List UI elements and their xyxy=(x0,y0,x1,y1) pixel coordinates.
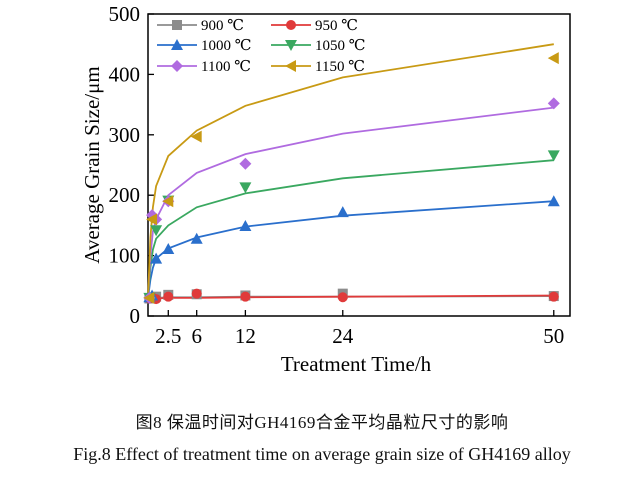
figure-caption-english: Fig.8 Effect of treatment time on averag… xyxy=(73,444,571,464)
data-point-series-4 xyxy=(239,182,252,194)
y-axis: 0 100 200 300 400 500 xyxy=(109,2,154,328)
data-point-series-2 xyxy=(337,292,348,303)
fit-line-series-3 xyxy=(147,200,554,299)
x-tick-label: 2.5 xyxy=(155,324,181,348)
data-point-series-6 xyxy=(547,52,559,65)
x-tick-label: 50 xyxy=(543,324,564,348)
legend-marker-series-1 xyxy=(172,20,182,30)
y-tick-label: 200 xyxy=(109,183,141,207)
legend: 900 ℃ 950 ℃ 1000 ℃ 1050 ℃ 1100 ℃ 1150 ℃ xyxy=(157,18,366,75)
data-point-series-6 xyxy=(143,291,155,304)
data-point-series-3 xyxy=(150,252,163,264)
data-point-series-4 xyxy=(150,225,163,237)
data-point-series-5 xyxy=(239,157,252,170)
fit-line-series-2 xyxy=(147,294,554,300)
x-tick-label: 6 xyxy=(191,324,202,348)
y-tick-label: 400 xyxy=(109,62,141,86)
data-point-series-5 xyxy=(547,97,560,110)
legend-label-series-3: 1000 ℃ xyxy=(201,38,252,54)
data-point-series-6 xyxy=(146,213,158,226)
data-point-series-4 xyxy=(547,150,560,162)
legend-marker-series-3 xyxy=(171,39,183,50)
legend-label-series-1: 900 ℃ xyxy=(201,18,244,34)
plot-frame xyxy=(147,13,571,317)
figure-caption-chinese: 图8 保温时间对GH4169合金平均晶粒尺寸的影响 xyxy=(135,413,509,432)
data-point-series-6 xyxy=(162,195,174,208)
y-axis-label: Average Grain Size/μm xyxy=(80,66,104,263)
legend-label-series-6: 1150 ℃ xyxy=(315,59,365,75)
legend-label-series-5: 1100 ℃ xyxy=(201,59,251,75)
fit-line-series-5 xyxy=(147,106,554,298)
x-axis: 2.5 6 12 24 50 xyxy=(155,310,564,348)
legend-marker-series-6 xyxy=(285,60,296,72)
data-point-series-3 xyxy=(239,220,252,232)
x-axis-label: Treatment Time/h xyxy=(281,352,432,376)
legend-marker-series-4 xyxy=(285,40,297,51)
legend-marker-series-2 xyxy=(286,20,296,30)
y-tick-label: 0 xyxy=(130,304,141,328)
data-point-series-2 xyxy=(240,291,251,302)
fit-lines xyxy=(147,43,554,300)
legend-label-series-4: 1050 ℃ xyxy=(315,38,366,54)
data-point-series-2 xyxy=(163,291,174,302)
legend-label-series-2: 950 ℃ xyxy=(315,18,358,34)
x-tick-label: 12 xyxy=(235,324,256,348)
data-points xyxy=(143,52,560,305)
fit-line-series-6 xyxy=(147,43,554,298)
data-point-series-3 xyxy=(190,232,203,244)
data-point-series-2 xyxy=(548,291,559,302)
data-point-series-6 xyxy=(190,130,202,143)
grain-size-chart: 0 100 200 300 400 500 2.5 6 12 24 50 900 ℃ 950 ℃ 10… xyxy=(80,2,571,376)
data-point-series-3 xyxy=(336,206,349,218)
y-tick-label: 300 xyxy=(109,123,141,147)
y-tick-label: 100 xyxy=(109,244,141,268)
x-tick-label: 24 xyxy=(332,324,354,348)
data-point-series-2 xyxy=(191,288,202,299)
legend-marker-series-5 xyxy=(171,60,183,72)
fit-line-series-4 xyxy=(147,159,554,298)
data-point-series-3 xyxy=(162,242,175,254)
y-tick-label: 500 xyxy=(109,2,141,26)
data-point-series-3 xyxy=(547,195,560,207)
